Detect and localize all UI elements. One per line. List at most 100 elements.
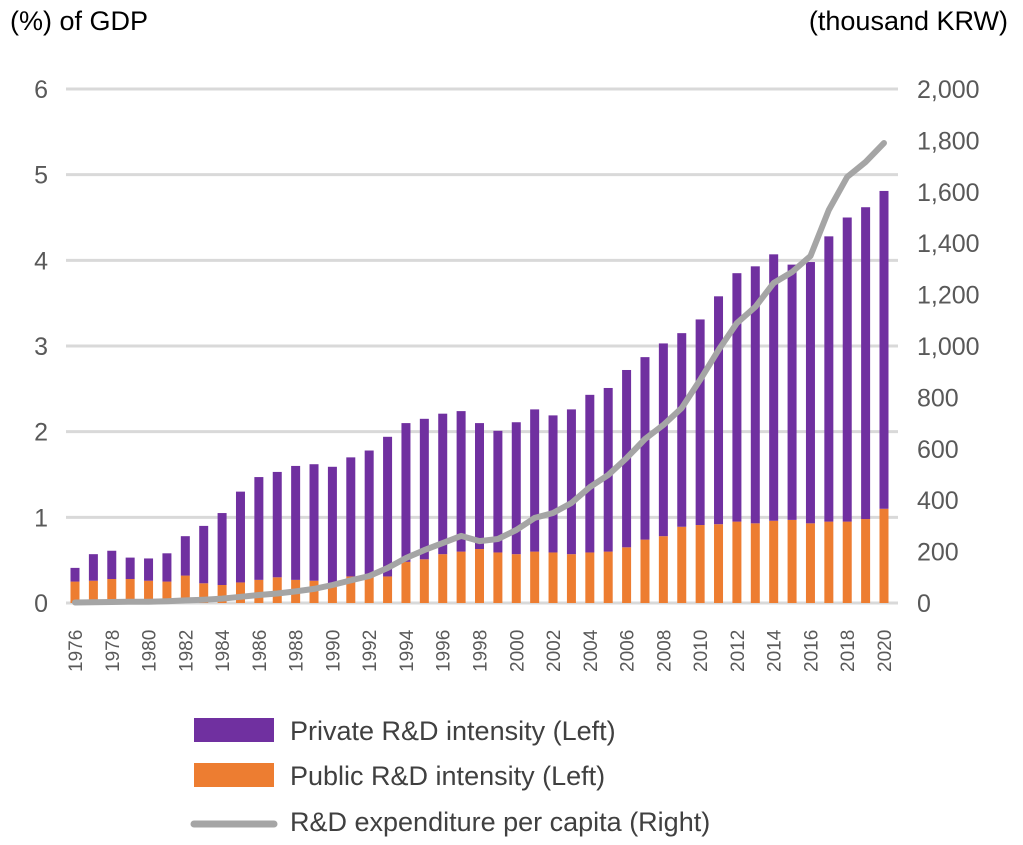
bar-public [824,521,834,603]
bar-public [364,577,374,603]
bar-public [162,581,172,603]
bar-private [364,450,374,578]
x-tick-label: 2014 [765,629,786,672]
right-tick-label: 600 [917,436,959,464]
bar-private [291,465,301,580]
right-tick-label: 1,200 [917,282,980,310]
bar-private [180,536,190,576]
bar-public [548,552,558,603]
bar-public [511,554,521,603]
bar-private [346,457,356,577]
left-tick-label: 1 [34,504,48,532]
legend-label-private: Private R&D intensity (Left) [290,716,616,746]
bar-private [842,217,852,522]
bar-public [750,523,760,603]
right-tick-label: 1,800 [917,127,980,155]
right-tick-label: 800 [917,384,959,412]
x-tick-label: 2020 [875,630,896,672]
bar-private [70,567,80,582]
x-tick-label: 2002 [544,630,565,672]
bar-public [438,554,448,603]
x-tick-label: 1996 [434,630,455,672]
bar-public [879,508,889,603]
x-tick-label: 2012 [728,630,749,672]
left-tick-label: 3 [34,333,48,361]
bar-public [677,526,687,603]
bar-public [585,552,595,603]
x-tick-label: 1990 [323,630,344,672]
bar-private [125,557,135,580]
bar-private [309,464,319,581]
left-tick-label: 6 [34,76,48,104]
right-tick-label: 1,400 [917,230,980,258]
bar-public [125,579,135,603]
bar-public [566,554,576,603]
x-tick-label: 2018 [838,630,859,672]
bar-public [254,579,264,603]
x-tick-label: 1992 [360,630,381,672]
right-axis-title: (thousand KRW) [809,6,1008,36]
bar-private [144,558,154,581]
bar-public [70,581,80,603]
legend-swatch-public [194,763,274,787]
bar-public [180,575,190,603]
right-axis-ticks: 0 200 400 600 800 1,000 1,200 1,400 1,600 1,800 2,… [917,76,980,618]
bar-private [787,264,797,520]
x-tick-label: 2004 [581,629,602,672]
left-tick-label: 2 [34,419,48,447]
bar-public [805,523,815,603]
right-tick-label: 1,000 [917,333,980,361]
x-tick-label: 2016 [801,630,822,672]
bar-private [438,413,448,555]
bar-public [346,576,356,603]
bar-private [88,554,98,581]
x-tick-label: 1978 [103,630,124,672]
bar-public [861,519,871,603]
bar-public [456,551,466,603]
bar-public [327,583,337,603]
bar-public [714,524,724,603]
bar-public [658,536,668,603]
bar-public [787,519,797,603]
bar-private [162,553,172,582]
bar-public [144,580,154,603]
bar-private [603,387,613,552]
bar-public [217,585,227,603]
bar-private [199,525,209,584]
bar-private [824,236,834,522]
right-tick-label: 200 [917,539,959,567]
x-tick-label: 2006 [618,630,639,672]
bar-public [603,551,613,603]
bar-private [456,411,466,552]
legend-item-public: Public R&D intensity (Left) [194,761,605,791]
bar-public [622,547,632,603]
bar-private [658,343,668,537]
x-tick-label: 1998 [471,630,492,672]
bar-public [732,521,742,603]
bar-public [530,551,540,603]
bar-private [475,423,484,550]
bar-private [548,415,558,553]
right-tick-label: 2,000 [917,76,980,104]
bar-private [769,254,779,521]
x-axis-ticks: 1976 1978 1980 1982 1984 1986 1988 1990 1992 1994… [66,629,896,672]
left-tick-label: 5 [34,162,48,190]
bar-private [217,513,227,586]
legend-swatch-private [194,718,274,742]
x-tick-label: 1976 [66,630,87,672]
bar-private [861,207,871,520]
x-tick-label: 1994 [397,629,418,672]
bar-private [640,357,650,540]
bar-public [842,521,852,603]
bar-private [254,477,264,580]
left-axis-title: (%) of GDP [10,6,148,36]
bar-private [585,394,595,553]
bar-private [235,491,245,583]
x-tick-label: 2000 [507,630,528,672]
x-tick-label: 1984 [213,629,234,672]
bar-private [493,430,503,553]
bar-private [107,550,117,580]
bar-private [272,471,282,578]
bar-private [677,333,687,527]
